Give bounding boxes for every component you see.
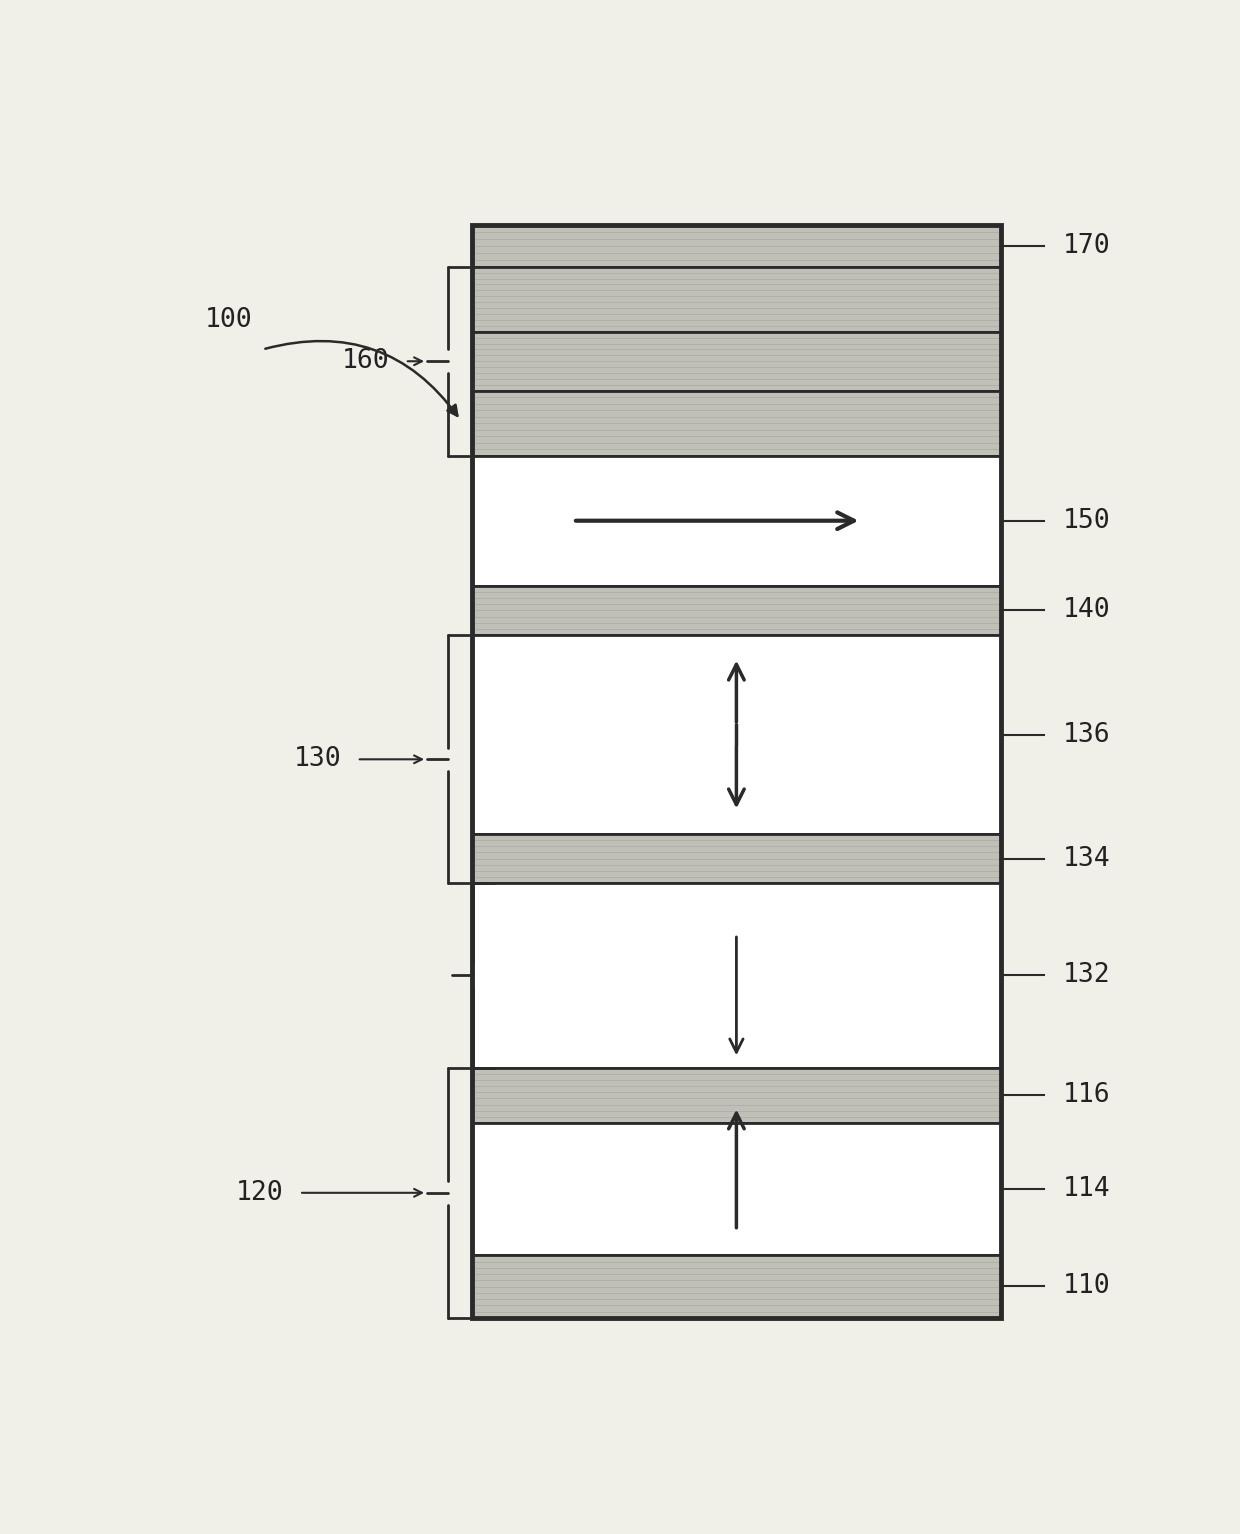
Text: 110: 110	[1063, 1273, 1111, 1299]
Text: 136: 136	[1063, 721, 1111, 747]
Bar	[472, 635, 1001, 834]
Bar	[472, 1123, 1001, 1255]
Text: 120: 120	[236, 1180, 284, 1206]
Bar	[472, 456, 1001, 586]
Text: 132: 132	[1063, 962, 1111, 988]
Text: 170: 170	[1063, 233, 1111, 259]
Text: 130: 130	[294, 747, 341, 772]
Bar	[472, 391, 1001, 456]
Bar	[472, 586, 1001, 635]
Bar	[472, 1068, 1001, 1123]
Text: 160: 160	[342, 348, 389, 374]
Bar	[472, 267, 1001, 331]
Bar	[472, 331, 1001, 391]
Bar	[472, 834, 1001, 884]
Bar	[472, 225, 1001, 1318]
Text: 150: 150	[1063, 508, 1111, 534]
Text: 140: 140	[1063, 597, 1111, 623]
Bar	[472, 225, 1001, 267]
Bar	[472, 884, 1001, 1068]
Text: 100: 100	[205, 307, 253, 333]
Text: 114: 114	[1063, 1177, 1111, 1203]
Bar	[472, 1255, 1001, 1318]
Text: 116: 116	[1063, 1081, 1111, 1108]
Text: 134: 134	[1063, 845, 1111, 871]
